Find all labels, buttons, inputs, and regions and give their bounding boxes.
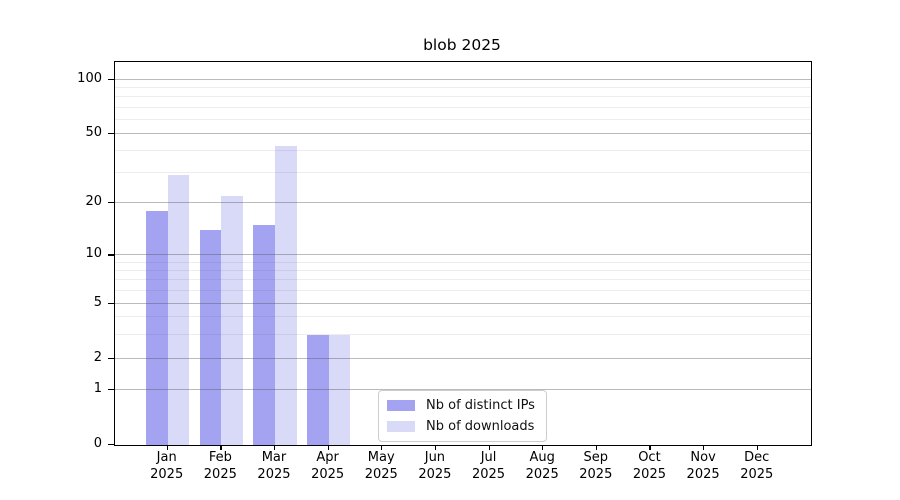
x-tick-label-jan-2025: Jan 2025 [150,450,184,482]
gridline-100 [115,78,811,80]
bar-nb-of-distinct-ips-apr-2025 [306,334,329,445]
gridline-8 [115,270,811,272]
x-tick-label-aug-2025: Aug 2025 [525,450,559,482]
x-tick-label-jul-2025: Jul 2025 [471,450,506,482]
gridline-20 [115,202,811,204]
bar-nb-of-distinct-ips-feb-2025 [199,230,222,445]
gridline-1 [115,388,811,390]
gridline-70 [115,106,811,108]
gridline-60 [115,118,811,120]
y-tick-label-100: 100 [77,70,102,86]
legend-swatch-nb-of-downloads [387,421,415,432]
y-tick-label-10: 10 [85,246,102,262]
bar-nb-of-distinct-ips-jan-2025 [146,211,168,445]
bar-nb-of-distinct-ips-mar-2025 [253,224,275,445]
y-tick-mark-10 [108,254,114,256]
y-tick-mark-5 [108,303,114,305]
x-tick-mark-nov-2025 [703,445,705,450]
legend: Nb of distinct IPs Nb of downloads [378,390,547,442]
x-tick-label-jun-2025: Jun 2025 [418,450,452,482]
legend-row-nb-of-distinct-ips: Nb of distinct IPs [387,397,535,414]
gridline-30 [115,171,811,173]
x-tick-label-apr-2025: Apr 2025 [311,450,345,482]
y-tick-mark-50 [108,133,114,135]
x-tick-mark-feb-2025 [220,445,222,450]
x-tick-mark-may-2025 [381,445,383,450]
x-tick-mark-aug-2025 [542,445,544,450]
y-tick-mark-100 [108,78,114,81]
x-tick-mark-apr-2025 [327,445,329,450]
x-tick-label-nov-2025: Nov 2025 [686,450,720,482]
bar-nb-of-downloads-apr-2025 [328,334,351,445]
legend-swatch-nb-of-distinct-ips [387,400,415,411]
y-tick-mark-1 [108,388,114,390]
x-tick-label-may-2025: May 2025 [364,450,398,482]
legend-label-nb-of-downloads: Nb of downloads [426,419,535,434]
gridline-5 [115,303,811,305]
y-tick-label-0: 0 [93,436,102,451]
y-tick-label-20: 20 [85,194,102,210]
x-tick-mark-oct-2025 [649,445,651,450]
x-tick-label-dec-2025: Dec 2025 [740,450,774,482]
gridline-80 [115,96,811,98]
y-tick-label-5: 5 [93,295,102,311]
legend-row-nb-of-downloads: Nb of downloads [387,418,535,435]
x-tick-label-feb-2025: Feb 2025 [203,450,237,482]
y-tick-label-2: 2 [93,350,102,366]
bar-nb-of-downloads-jan-2025 [167,175,190,445]
gridline-40 [115,150,811,152]
gridline-90 [115,87,811,89]
gridline-50 [115,133,811,135]
x-tick-mark-sep-2025 [595,445,597,450]
x-tick-label-mar-2025: Mar 2025 [257,450,291,482]
x-tick-label-oct-2025: Oct 2025 [632,450,666,482]
gridline-4 [115,316,811,318]
y-tick-mark-0 [108,444,114,446]
gridline-3 [115,333,811,335]
bar-nb-of-downloads-feb-2025 [221,196,244,445]
bar-nb-of-downloads-mar-2025 [274,145,297,445]
x-tick-mark-jul-2025 [488,445,490,450]
x-tick-mark-mar-2025 [273,445,276,450]
gridline-9 [115,261,811,263]
y-tick-mark-2 [108,358,114,360]
legend-label-nb-of-distinct-ips: Nb of distinct IPs [426,398,535,413]
x-tick-mark-dec-2025 [756,445,758,450]
plot-area: Nb of distinct IPs Nb of downloads [114,61,812,446]
gridline-2 [115,358,811,360]
y-tick-label-50: 50 [85,125,102,141]
y-tick-mark-20 [108,202,114,204]
chart-title: blob 2025 [423,36,501,54]
x-tick-mark-jan-2025 [166,445,168,450]
x-tick-mark-jun-2025 [434,445,437,450]
x-tick-label-sep-2025: Sep 2025 [579,450,613,482]
gridline-6 [115,290,811,292]
y-tick-label-1: 1 [93,380,102,396]
gridline-10 [115,254,811,256]
gridline-7 [115,279,811,281]
